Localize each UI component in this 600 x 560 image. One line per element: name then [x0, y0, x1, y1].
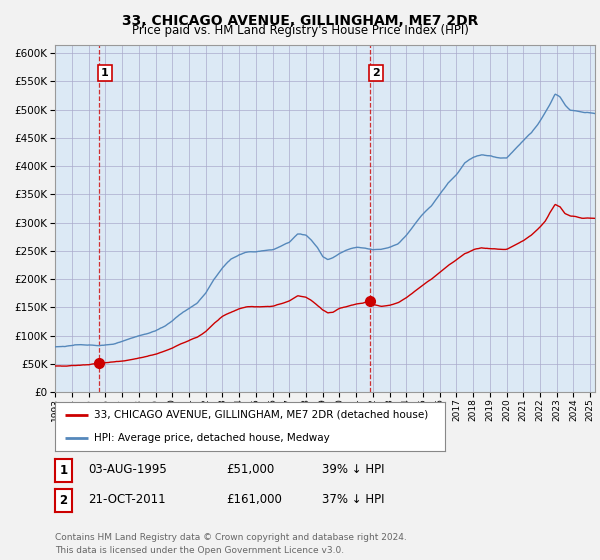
Text: 1: 1 [59, 464, 68, 477]
Text: £51,000: £51,000 [226, 463, 274, 476]
Text: £161,000: £161,000 [226, 493, 282, 506]
Text: Contains HM Land Registry data © Crown copyright and database right 2024.
This d: Contains HM Land Registry data © Crown c… [55, 533, 407, 554]
Text: 03-AUG-1995: 03-AUG-1995 [88, 463, 167, 476]
Text: 2: 2 [372, 68, 380, 78]
Text: Price paid vs. HM Land Registry's House Price Index (HPI): Price paid vs. HM Land Registry's House … [131, 24, 469, 37]
Text: 33, CHICAGO AVENUE, GILLINGHAM, ME7 2DR (detached house): 33, CHICAGO AVENUE, GILLINGHAM, ME7 2DR … [94, 410, 428, 420]
Text: 21-OCT-2011: 21-OCT-2011 [88, 493, 166, 506]
Text: 37% ↓ HPI: 37% ↓ HPI [322, 493, 385, 506]
Text: 2: 2 [59, 494, 68, 507]
Text: 33, CHICAGO AVENUE, GILLINGHAM, ME7 2DR: 33, CHICAGO AVENUE, GILLINGHAM, ME7 2DR [122, 14, 478, 28]
Text: HPI: Average price, detached house, Medway: HPI: Average price, detached house, Medw… [94, 433, 330, 444]
Text: 39% ↓ HPI: 39% ↓ HPI [322, 463, 385, 476]
Text: 1: 1 [101, 68, 109, 78]
